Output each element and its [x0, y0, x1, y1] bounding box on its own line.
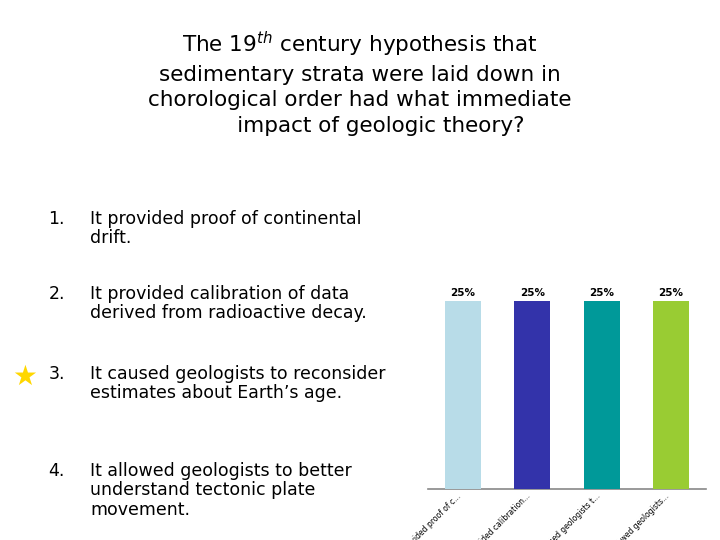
Bar: [514, 301, 550, 489]
Text: derived from radioactive decay.: derived from radioactive decay.: [90, 305, 366, 322]
Bar: [653, 301, 689, 489]
Text: movement.: movement.: [90, 501, 190, 519]
Text: The 19$^{th}$ century hypothesis that
sedimentary strata were laid down in
choro: The 19$^{th}$ century hypothesis that se…: [148, 30, 572, 136]
Bar: [584, 301, 620, 489]
Text: 1.: 1.: [48, 210, 65, 228]
Text: It caused geologists to reconsider: It caused geologists to reconsider: [90, 365, 385, 383]
Text: ★: ★: [12, 363, 37, 391]
Text: drift.: drift.: [90, 230, 131, 247]
Text: 25%: 25%: [659, 287, 683, 298]
Text: 2.: 2.: [48, 285, 65, 303]
Text: It allowed geologists to better: It allowed geologists to better: [90, 462, 352, 480]
Text: estimates about Earth’s age.: estimates about Earth’s age.: [90, 384, 342, 402]
Text: 3.: 3.: [48, 365, 65, 383]
Text: 25%: 25%: [451, 287, 475, 298]
Text: understand tectonic plate: understand tectonic plate: [90, 481, 315, 500]
Text: 25%: 25%: [589, 287, 614, 298]
Bar: [445, 301, 481, 489]
Text: It provided calibration of data: It provided calibration of data: [90, 285, 349, 303]
Text: 25%: 25%: [520, 287, 545, 298]
Text: 4.: 4.: [49, 462, 65, 480]
Text: It provided proof of continental: It provided proof of continental: [90, 210, 361, 228]
